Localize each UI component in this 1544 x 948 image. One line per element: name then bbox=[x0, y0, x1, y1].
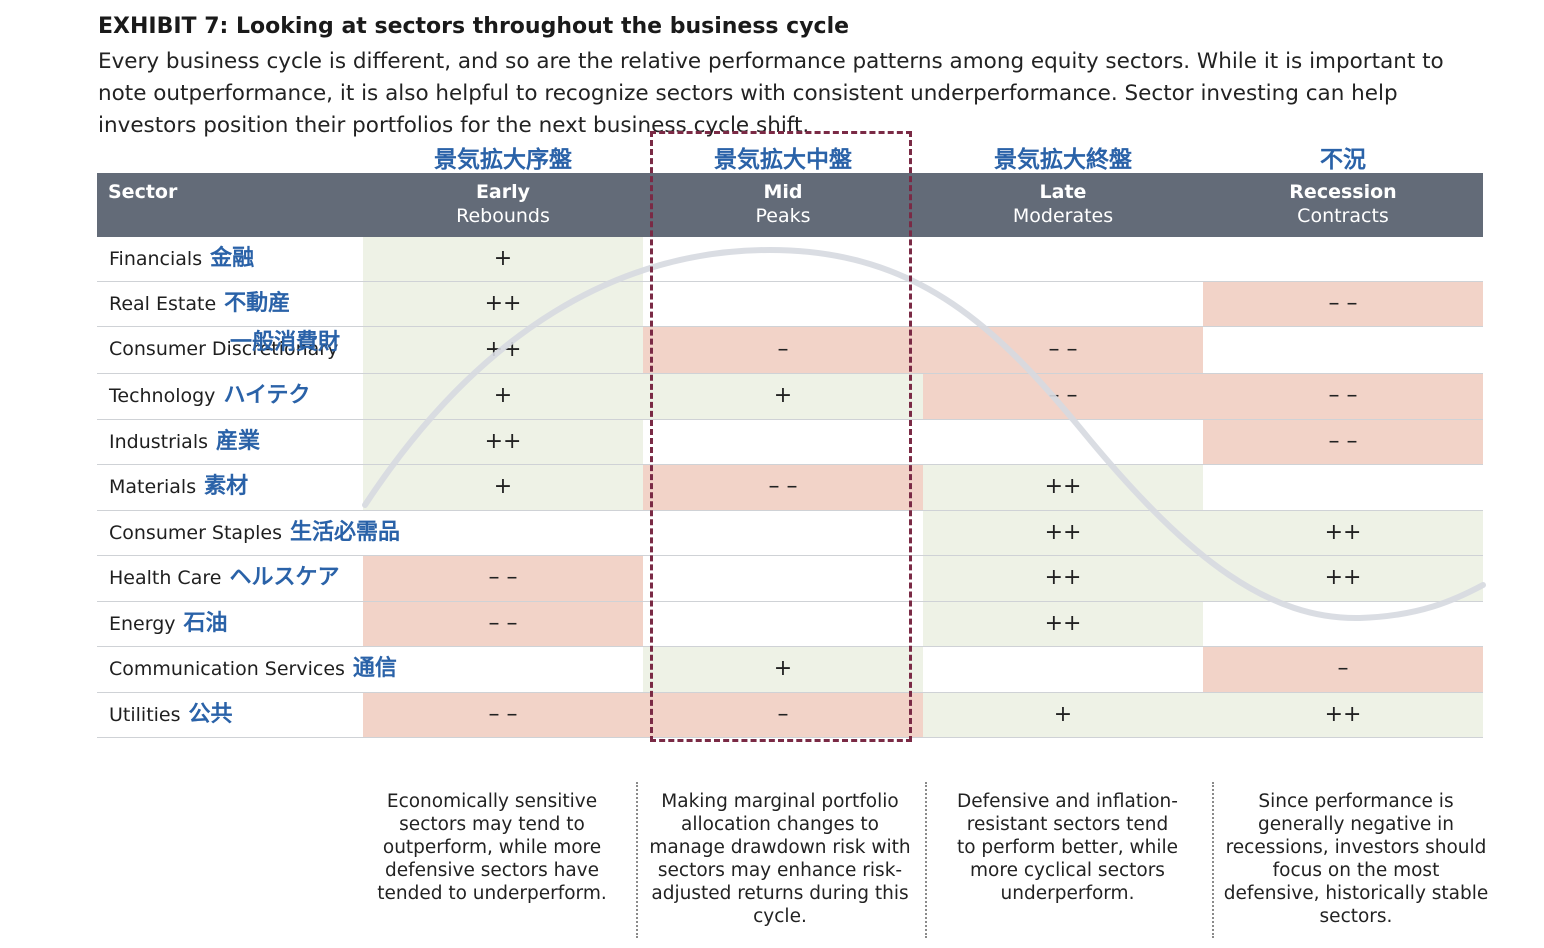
sector-name: Industrials 産業 bbox=[109, 420, 260, 465]
performance-cell: ++ bbox=[923, 602, 1203, 646]
sector-name-en: Technology bbox=[109, 385, 216, 407]
sector-name: Communication Services 通信 bbox=[109, 647, 397, 692]
sector-name-en: Consumer Staples bbox=[109, 522, 283, 544]
performance-cell: + bbox=[923, 693, 1203, 737]
performance-cell: ++ bbox=[1203, 511, 1483, 555]
performance-cell: + bbox=[363, 237, 643, 281]
header-recession-sub: Contracts bbox=[1297, 205, 1389, 227]
performance-cell: ++ bbox=[923, 465, 1203, 510]
sector-name: Materials 素材 bbox=[109, 465, 248, 510]
header-early: Early Rebounds bbox=[363, 173, 643, 237]
header-recession-name: Recession bbox=[1289, 181, 1397, 203]
sector-name: Consumer Staples 生活必需品 bbox=[109, 511, 400, 556]
header-late-sub: Moderates bbox=[1012, 205, 1114, 227]
performance-cell: ++ bbox=[363, 327, 643, 373]
header-mid-sub: Peaks bbox=[755, 205, 811, 227]
sector-name-jp: 通信 bbox=[352, 656, 397, 681]
performance-cell bbox=[923, 237, 1203, 281]
performance-cell: ++ bbox=[923, 556, 1203, 601]
note-separator bbox=[1212, 782, 1214, 938]
note-early: Economically sensitive sectors may tend … bbox=[377, 791, 607, 904]
performance-cell: – – bbox=[1203, 282, 1483, 326]
sector-name: Utilities 公共 bbox=[109, 693, 233, 738]
note-separator bbox=[636, 782, 638, 938]
sector-name-en: Communication Services bbox=[109, 658, 345, 680]
performance-cell: – – bbox=[1203, 420, 1483, 464]
sector-name: Energy 石油 bbox=[109, 602, 228, 647]
performance-cell: + bbox=[363, 465, 643, 510]
sector-name-jp: 金融 bbox=[210, 246, 255, 271]
header-late-name: Late bbox=[1039, 181, 1087, 203]
phase-jp-late: 景気拡大終盤 bbox=[994, 147, 1132, 173]
performance-cell bbox=[1203, 602, 1483, 646]
performance-cell bbox=[923, 282, 1203, 326]
performance-cell: ++ bbox=[363, 282, 643, 326]
sector-column-header: Sector bbox=[108, 181, 178, 203]
performance-cell: ++ bbox=[923, 511, 1203, 555]
performance-cell bbox=[1203, 237, 1483, 281]
sector-name-jp: 素材 bbox=[204, 474, 249, 499]
performance-cell bbox=[1203, 465, 1483, 510]
table-row: Utilities 公共 – – – + ++ bbox=[97, 693, 1483, 738]
sector-name: Technology ハイテク bbox=[109, 374, 311, 419]
header-late: Late Moderates bbox=[923, 173, 1203, 237]
header-recession: Recession Contracts bbox=[1203, 173, 1483, 237]
sector-name-jp: ヘルスケア bbox=[229, 565, 340, 590]
note-mid: Making marginal portfolio allocation cha… bbox=[649, 791, 911, 927]
header-mid: Mid Peaks bbox=[643, 173, 923, 237]
sector-name-en: Industrials bbox=[109, 431, 209, 453]
sector-name-en: Consumer Discretionary bbox=[109, 338, 339, 360]
performance-cell bbox=[1203, 327, 1483, 373]
sector-name-en: Health Care bbox=[109, 567, 222, 589]
sector-name-en: Energy bbox=[109, 613, 176, 635]
sector-name-en: Financials bbox=[109, 248, 203, 270]
performance-cell: ++ bbox=[363, 420, 643, 464]
consumer-discretionary-jp-label: 一般消費財 bbox=[230, 330, 341, 355]
sector-name: Health Care ヘルスケア bbox=[109, 556, 339, 601]
note-separator bbox=[925, 782, 927, 938]
header-mid-name: Mid bbox=[763, 181, 803, 203]
sector-name-jp: 不動産 bbox=[224, 291, 291, 316]
performance-cell bbox=[923, 647, 1203, 692]
phase-jp-early: 景気拡大序盤 bbox=[434, 147, 572, 173]
header-early-sub: Rebounds bbox=[456, 205, 550, 227]
header-early-name: Early bbox=[475, 181, 531, 203]
performance-cell: – – bbox=[363, 693, 643, 737]
performance-cell: – – bbox=[1203, 374, 1483, 419]
sector-name-en: Utilities bbox=[109, 704, 181, 726]
table-header: Sector Early Rebounds Mid Peaks Late Mod… bbox=[97, 173, 1483, 237]
performance-cell: – bbox=[1203, 647, 1483, 692]
performance-cell: + bbox=[643, 647, 923, 692]
phase-jp-recession: 不況 bbox=[1320, 147, 1366, 173]
sector-name: Financials 金融 bbox=[109, 237, 254, 282]
performance-cell: – bbox=[643, 693, 923, 737]
performance-cell: + bbox=[363, 374, 643, 419]
sector-name-jp: ハイテク bbox=[223, 383, 311, 408]
performance-cell: ++ bbox=[1203, 556, 1483, 601]
performance-cell bbox=[363, 647, 643, 692]
performance-cell: – – bbox=[923, 327, 1203, 373]
note-recession: Since performance is generally negative … bbox=[1223, 791, 1489, 927]
table-row: Communication Services 通信 + – bbox=[97, 647, 1483, 693]
sector-name-jp: 公共 bbox=[188, 702, 233, 727]
exhibit-title: EXHIBIT 7: Looking at sectors throughout… bbox=[98, 14, 850, 39]
performance-cell: ++ bbox=[1203, 693, 1483, 737]
sector-name-en: Materials bbox=[109, 476, 197, 498]
phase-jp-mid: 景気拡大中盤 bbox=[714, 147, 852, 173]
performance-cell bbox=[923, 420, 1203, 464]
exhibit-subtitle: Every business cycle is different, and s… bbox=[98, 49, 1444, 138]
sector-name: Consumer Discretionary bbox=[109, 327, 338, 373]
performance-cell: – – bbox=[363, 556, 643, 601]
performance-cell: – – bbox=[363, 602, 643, 646]
mid-phase-highlight-box bbox=[650, 131, 912, 742]
sector-name-jp: 石油 bbox=[183, 611, 228, 636]
note-late: Defensive and inflation-resistant sector… bbox=[956, 791, 1179, 904]
sector-name-en: Real Estate bbox=[109, 293, 217, 315]
performance-cell: – – bbox=[923, 374, 1203, 419]
sector-name: Real Estate 不動産 bbox=[109, 282, 290, 327]
performance-cell bbox=[363, 511, 643, 555]
sector-name-jp: 産業 bbox=[216, 429, 261, 454]
